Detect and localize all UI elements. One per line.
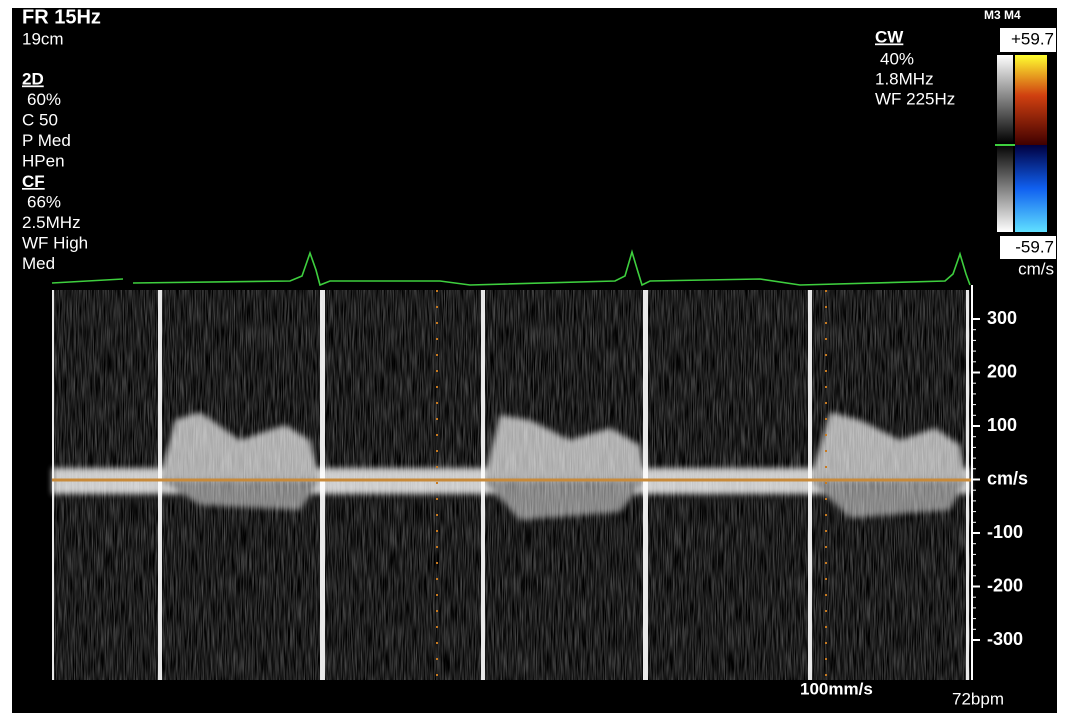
mode-setting: 60% (27, 90, 61, 109)
mode-setting: 66% (27, 192, 61, 211)
doppler-setting: 40% (880, 49, 914, 68)
mode-setting: C 50 (22, 110, 58, 129)
color-bar-label: M3 M4 (984, 8, 1021, 22)
scale-label: -200 (987, 575, 1023, 595)
mode-setting: P Med (22, 131, 71, 150)
doppler-setting: WF 225Hz (875, 89, 955, 108)
scale-label: -100 (987, 522, 1023, 542)
ultrasound-screen: 300 200 100 cm/s -100 -200 -300 FR 15Hz 19cm 2… (0, 0, 1067, 713)
color-min: -59.7 (1015, 237, 1054, 256)
heart-rate: 72bpm (952, 689, 1004, 708)
mode-setting: Med (22, 254, 55, 273)
color-bar (995, 28, 1056, 259)
doppler-spectrum (52, 290, 972, 680)
color-max: +59.7 (1011, 29, 1054, 48)
page: 300 200 100 cm/s -100 -200 -300 FR 15Hz 19cm 2… (0, 0, 1067, 713)
scale-label: -300 (987, 629, 1023, 649)
doppler-setting: 1.8MHz (875, 69, 934, 88)
frame-rate: FR 15Hz (22, 6, 101, 28)
sweep-speed: 100mm/s (800, 679, 873, 698)
doppler-mode-title: CW (875, 27, 904, 46)
color-unit: cm/s (1018, 259, 1054, 278)
mode-title: 2D (22, 69, 44, 88)
mode-title: CF (22, 172, 45, 191)
scale-label: 300 (987, 308, 1017, 328)
mode-setting: 2.5MHz (22, 213, 81, 232)
depth: 19cm (22, 29, 64, 48)
scale-label: 200 (987, 361, 1017, 381)
scale-label: cm/s (987, 468, 1028, 488)
mode-setting: WF High (22, 233, 88, 252)
mode-setting: HPen (22, 151, 65, 170)
scale-label: 100 (987, 415, 1017, 435)
